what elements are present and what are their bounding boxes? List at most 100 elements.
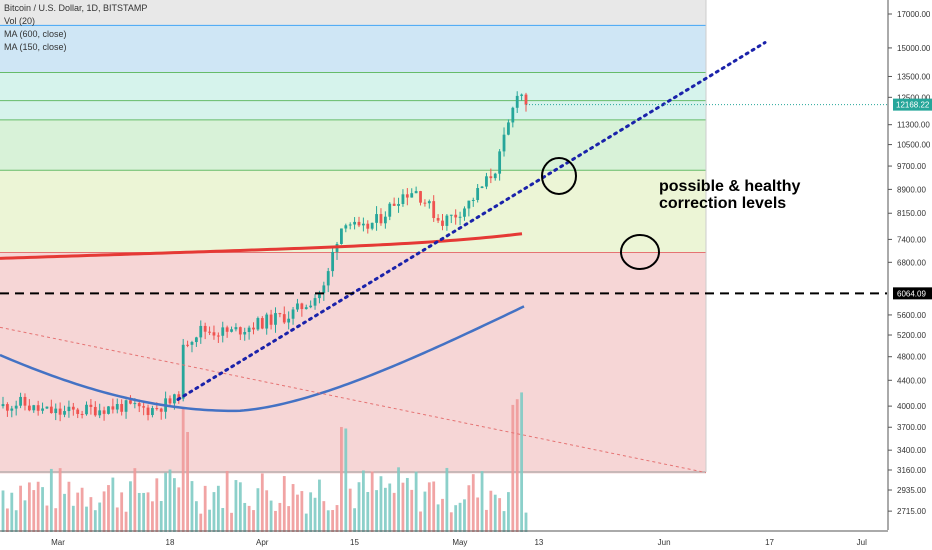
candle xyxy=(269,309,273,330)
candle xyxy=(458,211,462,226)
candle-body xyxy=(287,318,291,323)
volume-bar xyxy=(102,491,106,532)
candle xyxy=(23,393,27,411)
fib-zone-4 xyxy=(0,170,706,253)
volume-bar xyxy=(177,487,181,532)
candle-body xyxy=(45,406,49,409)
candle-body xyxy=(142,406,146,408)
volume-bar xyxy=(243,502,247,532)
candle-body xyxy=(296,303,299,310)
volume-bar xyxy=(498,498,502,532)
volume-bar xyxy=(366,491,370,532)
volume-bar xyxy=(489,490,493,532)
candle xyxy=(401,189,405,207)
candle xyxy=(493,172,497,181)
candle-body xyxy=(480,186,484,189)
candle xyxy=(260,316,264,330)
candle xyxy=(282,306,286,325)
volume-bar xyxy=(137,492,141,532)
y-tick-label: 3400.00 xyxy=(897,446,926,455)
candle xyxy=(309,300,313,309)
candles xyxy=(1,91,528,422)
candle xyxy=(107,406,110,415)
candle xyxy=(67,400,71,418)
candle-body xyxy=(414,191,418,194)
volume-bar xyxy=(414,471,418,532)
candle xyxy=(454,209,458,225)
candle xyxy=(45,406,49,409)
volume-bar xyxy=(27,482,31,532)
current-price-tag: 12168.22 xyxy=(893,98,932,111)
candle-body xyxy=(190,342,194,345)
candle-body xyxy=(375,214,378,223)
candle xyxy=(366,220,370,234)
candle xyxy=(243,327,247,341)
candle-body xyxy=(85,404,88,415)
volume-bar xyxy=(133,468,137,532)
y-tick-label: 6800.00 xyxy=(897,258,926,267)
volume-bars xyxy=(1,392,528,532)
volume-bar xyxy=(278,502,282,532)
y-tick-label: 5600.00 xyxy=(897,311,926,320)
candle-body xyxy=(331,251,335,272)
candle xyxy=(287,311,291,330)
candle-body xyxy=(318,293,321,299)
volume-bar xyxy=(476,497,480,532)
candle-body xyxy=(177,394,181,399)
candle xyxy=(124,399,128,419)
candle xyxy=(405,188,409,206)
volume-bar xyxy=(124,511,128,532)
volume-bar xyxy=(274,510,277,532)
volume-bar xyxy=(32,490,36,532)
candle xyxy=(322,281,326,301)
volume-bar xyxy=(485,509,488,532)
volume-bar xyxy=(304,513,308,532)
candle xyxy=(111,398,115,414)
candle xyxy=(370,222,374,231)
candle-body xyxy=(274,313,277,325)
volume-bar xyxy=(445,467,449,532)
volume-bar xyxy=(89,497,93,532)
candle-body xyxy=(10,408,14,411)
candle-body xyxy=(511,107,515,123)
legend: Bitcoin / U.S. Dollar, 1D, BITSTAMP Vol … xyxy=(4,2,147,54)
y-tick-label: 4800.00 xyxy=(897,353,926,362)
candle xyxy=(58,402,62,422)
annotation-text-line2: correction levels xyxy=(659,195,786,212)
candle xyxy=(278,312,282,318)
candle xyxy=(436,214,440,224)
candle xyxy=(348,222,352,230)
volume-bar xyxy=(520,392,524,532)
candle xyxy=(27,399,31,412)
fib-zones xyxy=(0,0,707,474)
volume-bar xyxy=(335,505,339,532)
candle xyxy=(19,392,22,409)
candle xyxy=(151,405,154,418)
volume-bar xyxy=(93,510,97,532)
dashed-price-tag-bg xyxy=(893,287,932,300)
volume-bar xyxy=(419,511,422,532)
volume-bar xyxy=(194,501,198,532)
annotation-circle-2 xyxy=(620,234,660,270)
volume-bar xyxy=(361,470,365,532)
x-tick-label: Mar xyxy=(51,538,65,547)
candle xyxy=(54,403,58,421)
candle-body xyxy=(397,203,400,206)
volume-bar xyxy=(392,492,396,532)
y-tick-label: 11300.00 xyxy=(897,121,930,130)
volume-bar xyxy=(111,477,115,532)
y-tick-label: 2935.00 xyxy=(897,486,926,495)
volume-bar xyxy=(115,507,119,532)
candle-body xyxy=(476,188,480,200)
uptrend-line xyxy=(176,41,767,401)
candle-body xyxy=(304,307,308,310)
candle-body xyxy=(300,303,304,310)
candle-body xyxy=(32,405,36,411)
volume-bar xyxy=(1,490,5,532)
volume-bar xyxy=(326,510,330,532)
volume-bar xyxy=(208,509,211,532)
candle xyxy=(383,211,387,229)
candle xyxy=(85,401,88,416)
volume-bar xyxy=(98,502,102,532)
candle-body xyxy=(155,408,159,410)
